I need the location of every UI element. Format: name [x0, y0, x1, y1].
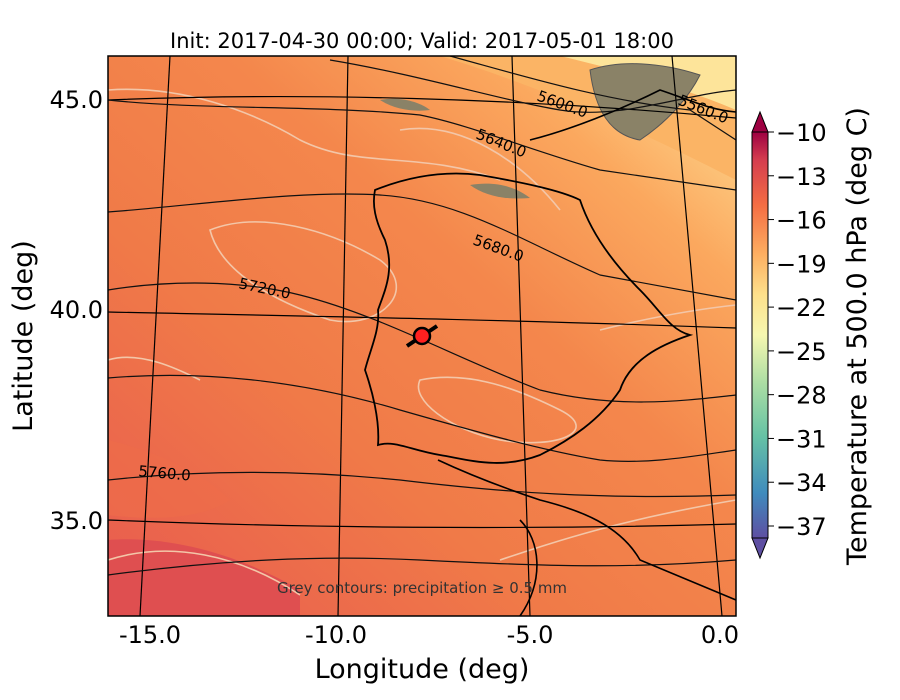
x-tick-label: 0.0	[701, 621, 739, 649]
colorbar-bar	[751, 131, 769, 539]
precip-patch-small	[380, 98, 430, 111]
x-tick-label: -5.0	[507, 621, 554, 649]
colorbar-min-arrow	[751, 537, 769, 560]
iberia-coastline	[364, 172, 694, 464]
station-marker	[412, 326, 432, 346]
y-tick-label: 40.0	[50, 296, 103, 324]
colorbar-tick-label: −10	[776, 119, 827, 147]
colorbar-max-arrow	[751, 110, 769, 133]
graticule	[108, 56, 736, 616]
colorbar-tick-label: −22	[776, 294, 827, 322]
colorbar-label: Temperature at 500.0 hPa (deg C)	[842, 107, 873, 566]
x-axis: -15.0 -10.0 -5.0 0.0 Longitude (deg)	[119, 621, 739, 685]
precip-patch-small	[470, 183, 530, 199]
colorbar-tick-label: −16	[776, 207, 827, 235]
y-tick-label: 35.0	[50, 507, 103, 535]
africa-coastline	[437, 459, 736, 601]
warm-region	[108, 539, 300, 616]
warm-patch	[108, 440, 230, 518]
y-tick-label: 45.0	[50, 86, 103, 114]
colorbar-tick-label: −31	[776, 425, 827, 453]
colorbar-tick-label: −19	[776, 250, 827, 278]
precip-note: Grey contours: precipitation ≥ 0.5 mm	[277, 579, 567, 597]
colorbar-tick-label: −25	[776, 338, 827, 366]
precip-patch	[589, 63, 701, 141]
colorbar-tick-label: −28	[776, 382, 827, 410]
map-frame	[107, 55, 737, 617]
x-tick-label: -10.0	[305, 621, 367, 649]
contour-label: 5760.0	[138, 462, 192, 485]
map-panel: 5600.0 5560.0 5640.0 5680.0 5720.0 5760.…	[108, 56, 736, 616]
x-axis-label: Longitude (deg)	[315, 654, 530, 685]
x-tick-label: -15.0	[119, 621, 181, 649]
cold-band	[560, 56, 736, 110]
colorbar-tick-label: −13	[776, 163, 827, 191]
colorbar-tick-label: −34	[776, 469, 827, 497]
colorbar-tick-label: −37	[776, 513, 827, 541]
map-title: Init: 2017-04-30 00:00; Valid: 2017-05-0…	[170, 29, 674, 53]
colorbar: −10 −13 −16 −19 −22 −25 −28 −31 −34 −37 Temperatu…	[751, 107, 873, 566]
y-axis-label: Latitude (deg)	[8, 240, 39, 432]
france-coastline	[529, 89, 736, 141]
africa-coastline-2	[519, 519, 538, 616]
temperature-contours	[108, 88, 736, 596]
y-axis: 45.0 40.0 35.0 Latitude (deg)	[8, 86, 103, 535]
